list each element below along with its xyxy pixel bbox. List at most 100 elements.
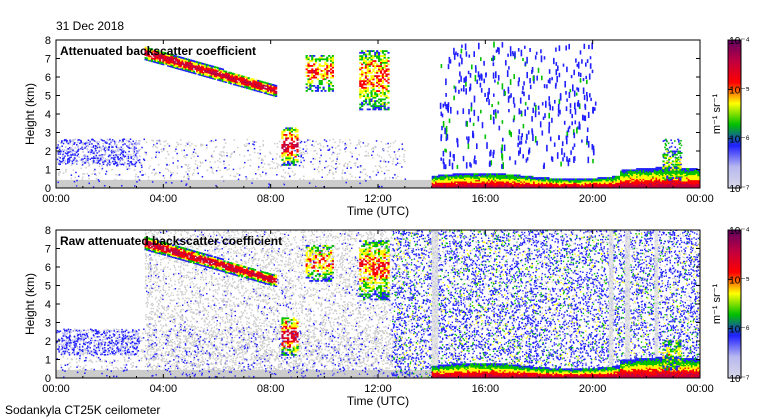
noise-cell <box>272 185 276 188</box>
noise-cell <box>251 185 254 188</box>
aerosol-cell <box>583 182 585 185</box>
precip-cell <box>526 106 529 110</box>
aerosol-cell <box>502 183 505 186</box>
cloud-cell <box>266 88 270 91</box>
cloud-cell <box>320 65 323 67</box>
aerosol-cell <box>566 182 569 185</box>
precip-cell <box>507 89 510 94</box>
cloud-cell <box>233 79 236 81</box>
noise-cell <box>350 181 353 184</box>
noise-cell <box>105 146 108 149</box>
noise-cell <box>206 182 209 185</box>
precip-cell <box>519 147 521 154</box>
cloud-cell <box>207 64 210 67</box>
aerosol-cell <box>566 181 569 183</box>
cloud-cell <box>180 56 183 59</box>
noise-cell <box>189 182 192 185</box>
cloud-cell <box>363 80 366 82</box>
aerosol-cell <box>558 179 561 182</box>
aerosol-cell <box>449 182 452 185</box>
cloud-cell <box>378 75 381 77</box>
cloud-cell <box>368 83 371 86</box>
aerosol-cell <box>93 150 96 153</box>
precip-cell <box>452 154 455 158</box>
cloud-cell <box>368 103 371 106</box>
cloud-cell <box>376 50 379 52</box>
aerosol-cell <box>525 186 527 188</box>
noise-cell <box>281 179 284 183</box>
noise-cell <box>371 185 374 188</box>
aerosol-cell <box>462 173 465 176</box>
aerosol-cell <box>104 147 106 149</box>
precip-cell <box>506 70 509 78</box>
cloud-cell <box>152 57 155 60</box>
noise-cell <box>213 150 215 153</box>
cloud-cell <box>205 68 208 71</box>
noise-cell <box>75 181 78 184</box>
aerosol-cell <box>583 178 585 181</box>
noise-cell <box>309 182 312 185</box>
precip-cell <box>557 107 560 114</box>
aerosol-cell <box>520 182 523 185</box>
noise-cell <box>425 181 428 184</box>
noise-cell <box>403 153 405 156</box>
aerosol-cell <box>565 178 568 181</box>
precip-cell <box>565 135 568 140</box>
cloud-cell <box>199 72 202 75</box>
noise-cell <box>86 184 89 187</box>
noise-cell <box>103 181 105 184</box>
aerosol-cell <box>467 186 470 188</box>
precip-cell <box>520 110 522 115</box>
noise-cell <box>171 182 175 185</box>
cloud-cell <box>378 58 381 61</box>
noise-cell <box>414 182 417 185</box>
noise-cell <box>182 184 186 187</box>
cloud-cell <box>359 68 362 71</box>
cloud-cell <box>192 72 195 74</box>
aerosol-cell <box>442 174 445 177</box>
noise-cell <box>92 184 95 187</box>
precip-cell <box>569 89 572 93</box>
cloud-cell <box>285 157 288 160</box>
noise-cell <box>343 164 346 166</box>
cloud-cell <box>324 90 327 92</box>
aerosol-cell <box>520 179 523 182</box>
aerosol-cell <box>517 178 519 181</box>
noise-cell <box>221 155 223 157</box>
aerosol-cell <box>517 181 519 183</box>
cloud-cell <box>359 58 362 61</box>
cloud-cell <box>290 154 293 156</box>
cloud-cell <box>266 85 270 88</box>
noise-cell <box>144 184 147 187</box>
aerosol-cell <box>576 179 579 182</box>
noise-cell <box>383 159 385 161</box>
aerosol-cell <box>457 179 460 182</box>
noise-cell <box>189 181 192 184</box>
noise-cell <box>312 163 314 165</box>
noise-cell <box>305 145 307 147</box>
noise-cell <box>176 165 179 168</box>
precip-cell <box>529 84 532 90</box>
noise-cell <box>124 185 128 188</box>
precip-cell <box>493 93 495 97</box>
aerosol-cell <box>79 139 82 142</box>
aerosol-cell <box>122 151 124 154</box>
noise-cell <box>252 143 254 145</box>
aerosol-cell <box>497 183 500 186</box>
cloud-cell <box>228 76 231 78</box>
aerosol-cell <box>436 175 439 178</box>
noise-cell <box>257 185 261 188</box>
cloud-cell <box>290 139 293 141</box>
noise-cell <box>208 179 211 183</box>
aerosol-cell <box>500 178 503 181</box>
noise-cell <box>114 184 117 187</box>
precip-cell <box>535 51 538 55</box>
aerosol-cell <box>549 181 552 183</box>
aerosol-cell <box>518 179 521 182</box>
cloud-cell <box>379 63 383 66</box>
aerosol-cell <box>62 153 64 156</box>
aerosol-cell <box>504 186 507 188</box>
cloud-cell <box>160 51 163 53</box>
cloud-cell <box>199 62 202 64</box>
aerosol-cell <box>107 159 110 161</box>
